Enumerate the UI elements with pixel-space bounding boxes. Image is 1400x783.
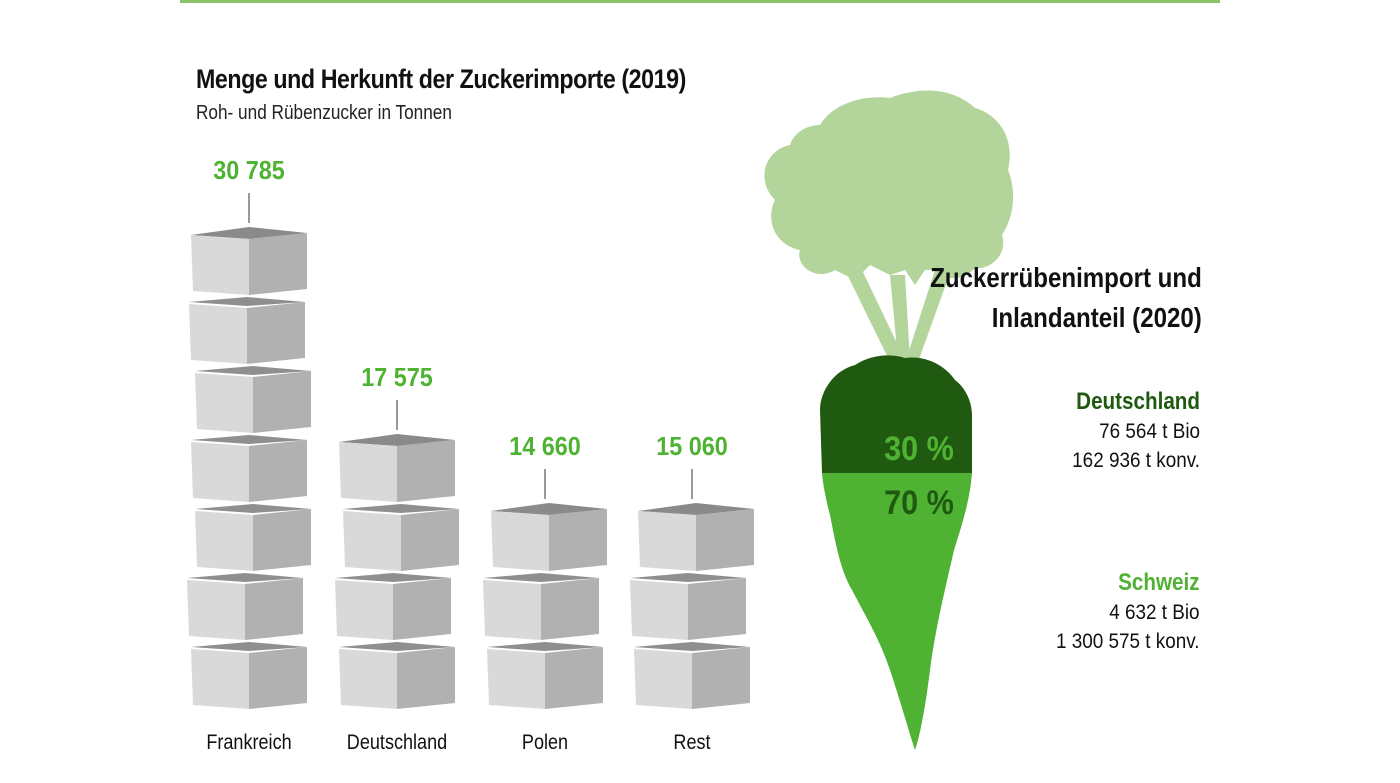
region-bio: 4 632 t Bio (1109, 601, 1200, 624)
left-chart-subtitle: Roh- und Rübenzucker in Tonnen (196, 102, 452, 124)
region-schweiz: Schweiz 4 632 t Bio 1 300 575 t konv. (1040, 568, 1200, 656)
bar-category-label: Frankreich (206, 731, 292, 754)
sugar-cube-icon (489, 501, 609, 573)
region-konv: 1 300 575 t konv. (1056, 630, 1200, 653)
sugar-cube-icon (189, 639, 309, 711)
region-name: Deutschland (1076, 388, 1200, 415)
right-chart-title: Zuckerrübenimport und Inlandanteil (2020… (930, 258, 1202, 338)
bar-value-label: 30 785 (213, 155, 285, 185)
beet-bottom-light (822, 473, 972, 750)
sugar-cube-icon (628, 570, 748, 642)
sugar-cube-icon (485, 639, 605, 711)
sugar-cube-icon (632, 639, 752, 711)
sugar-cube-icon (481, 570, 601, 642)
sugar-cube-icon (193, 501, 313, 573)
value-leader-line (544, 469, 546, 499)
bar-category-label: Polen (521, 731, 569, 754)
bar-value-label: 17 575 (361, 362, 433, 392)
beet-top-dark (820, 355, 972, 473)
sugar-cube-icon (189, 225, 309, 297)
sugar-cube-icon (189, 432, 309, 504)
bar-value-label: 14 660 (509, 431, 581, 461)
right-chart-title-line2: Inlandanteil (2020) (991, 302, 1202, 333)
bar-value-label: 15 060 (656, 431, 728, 461)
bar-category-label: Deutschland (346, 731, 448, 754)
value-leader-line (248, 193, 250, 223)
value-leader-line (691, 469, 693, 499)
sugar-cube-icon (185, 570, 305, 642)
sugar-cube-icon (636, 501, 756, 573)
region-bio: 76 564 t Bio (1099, 420, 1200, 443)
region-name: Schweiz (1118, 569, 1200, 596)
sugar-cube-icon (193, 363, 313, 435)
sugar-cube-icon (187, 294, 307, 366)
sugar-cube-icon (337, 639, 457, 711)
top-rule (180, 0, 1220, 3)
left-chart-title: Menge und Herkunft der Zuckerimporte (20… (196, 64, 686, 94)
bar-category-label: Rest (673, 731, 711, 754)
sugar-cube-icon (333, 570, 453, 642)
beet-bottom-share: 70 % (884, 484, 954, 522)
beet-top-share: 30 % (884, 430, 954, 468)
sugar-cube-icon (337, 432, 457, 504)
value-leader-line (396, 400, 398, 430)
region-deutschland: Deutschland 76 564 t Bio 162 936 t konv. (1056, 387, 1200, 475)
sugar-cube-icon (341, 501, 461, 573)
region-konv: 162 936 t konv. (1072, 449, 1200, 472)
sugar-beet-illustration (764, 90, 1014, 750)
beet-leaves-icon (764, 90, 1014, 285)
right-chart-title-line1: Zuckerrübenimport und (930, 262, 1202, 293)
